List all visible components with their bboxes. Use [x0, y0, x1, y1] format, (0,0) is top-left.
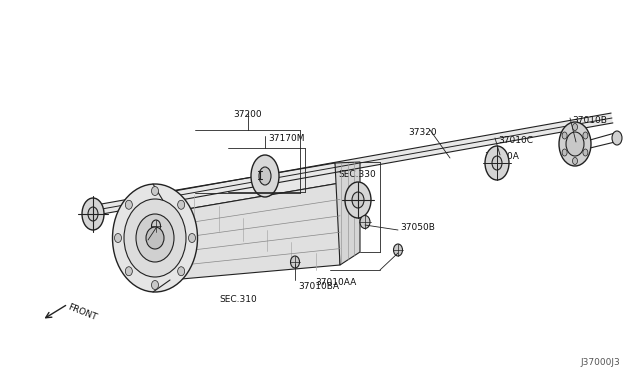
Ellipse shape	[394, 244, 403, 256]
Ellipse shape	[146, 227, 164, 249]
Text: 37010AB: 37010AB	[134, 252, 175, 261]
Ellipse shape	[291, 256, 300, 268]
Ellipse shape	[152, 186, 159, 196]
Ellipse shape	[113, 184, 198, 292]
Ellipse shape	[583, 132, 588, 139]
Ellipse shape	[178, 200, 185, 209]
Text: 37010A: 37010A	[484, 152, 519, 161]
Ellipse shape	[152, 220, 161, 232]
Polygon shape	[335, 162, 360, 265]
Text: SEC.310: SEC.310	[219, 295, 257, 304]
Ellipse shape	[492, 156, 502, 170]
Ellipse shape	[345, 182, 371, 218]
Ellipse shape	[360, 215, 370, 228]
Ellipse shape	[189, 234, 195, 243]
Ellipse shape	[251, 155, 279, 197]
Ellipse shape	[559, 122, 591, 166]
Ellipse shape	[125, 267, 132, 276]
Text: FRONT: FRONT	[67, 303, 99, 323]
Text: 37200: 37200	[234, 110, 262, 119]
Ellipse shape	[88, 207, 98, 221]
Ellipse shape	[124, 199, 186, 277]
Text: 37010BA: 37010BA	[298, 282, 339, 291]
Ellipse shape	[562, 149, 567, 156]
Ellipse shape	[566, 132, 584, 156]
Ellipse shape	[115, 234, 122, 243]
Text: J37000J3: J37000J3	[580, 358, 620, 367]
Ellipse shape	[82, 198, 104, 230]
Ellipse shape	[583, 149, 588, 156]
Ellipse shape	[178, 267, 185, 276]
Text: 37010B: 37010B	[572, 116, 607, 125]
Text: 37010C: 37010C	[498, 136, 533, 145]
Text: 37170M: 37170M	[268, 134, 305, 143]
Ellipse shape	[259, 167, 271, 185]
Polygon shape	[170, 183, 340, 280]
Ellipse shape	[485, 146, 509, 180]
Text: 37320: 37320	[408, 128, 436, 137]
Ellipse shape	[136, 214, 174, 262]
Ellipse shape	[562, 132, 567, 139]
Polygon shape	[165, 163, 340, 212]
Ellipse shape	[125, 200, 132, 209]
Text: SEC.330: SEC.330	[338, 170, 376, 179]
Text: 37050B: 37050B	[400, 222, 435, 231]
Ellipse shape	[352, 192, 364, 208]
Ellipse shape	[612, 131, 622, 145]
Text: 37010AA: 37010AA	[315, 278, 356, 287]
Ellipse shape	[152, 280, 159, 289]
Polygon shape	[84, 113, 613, 217]
Ellipse shape	[573, 124, 577, 131]
Ellipse shape	[573, 157, 577, 164]
